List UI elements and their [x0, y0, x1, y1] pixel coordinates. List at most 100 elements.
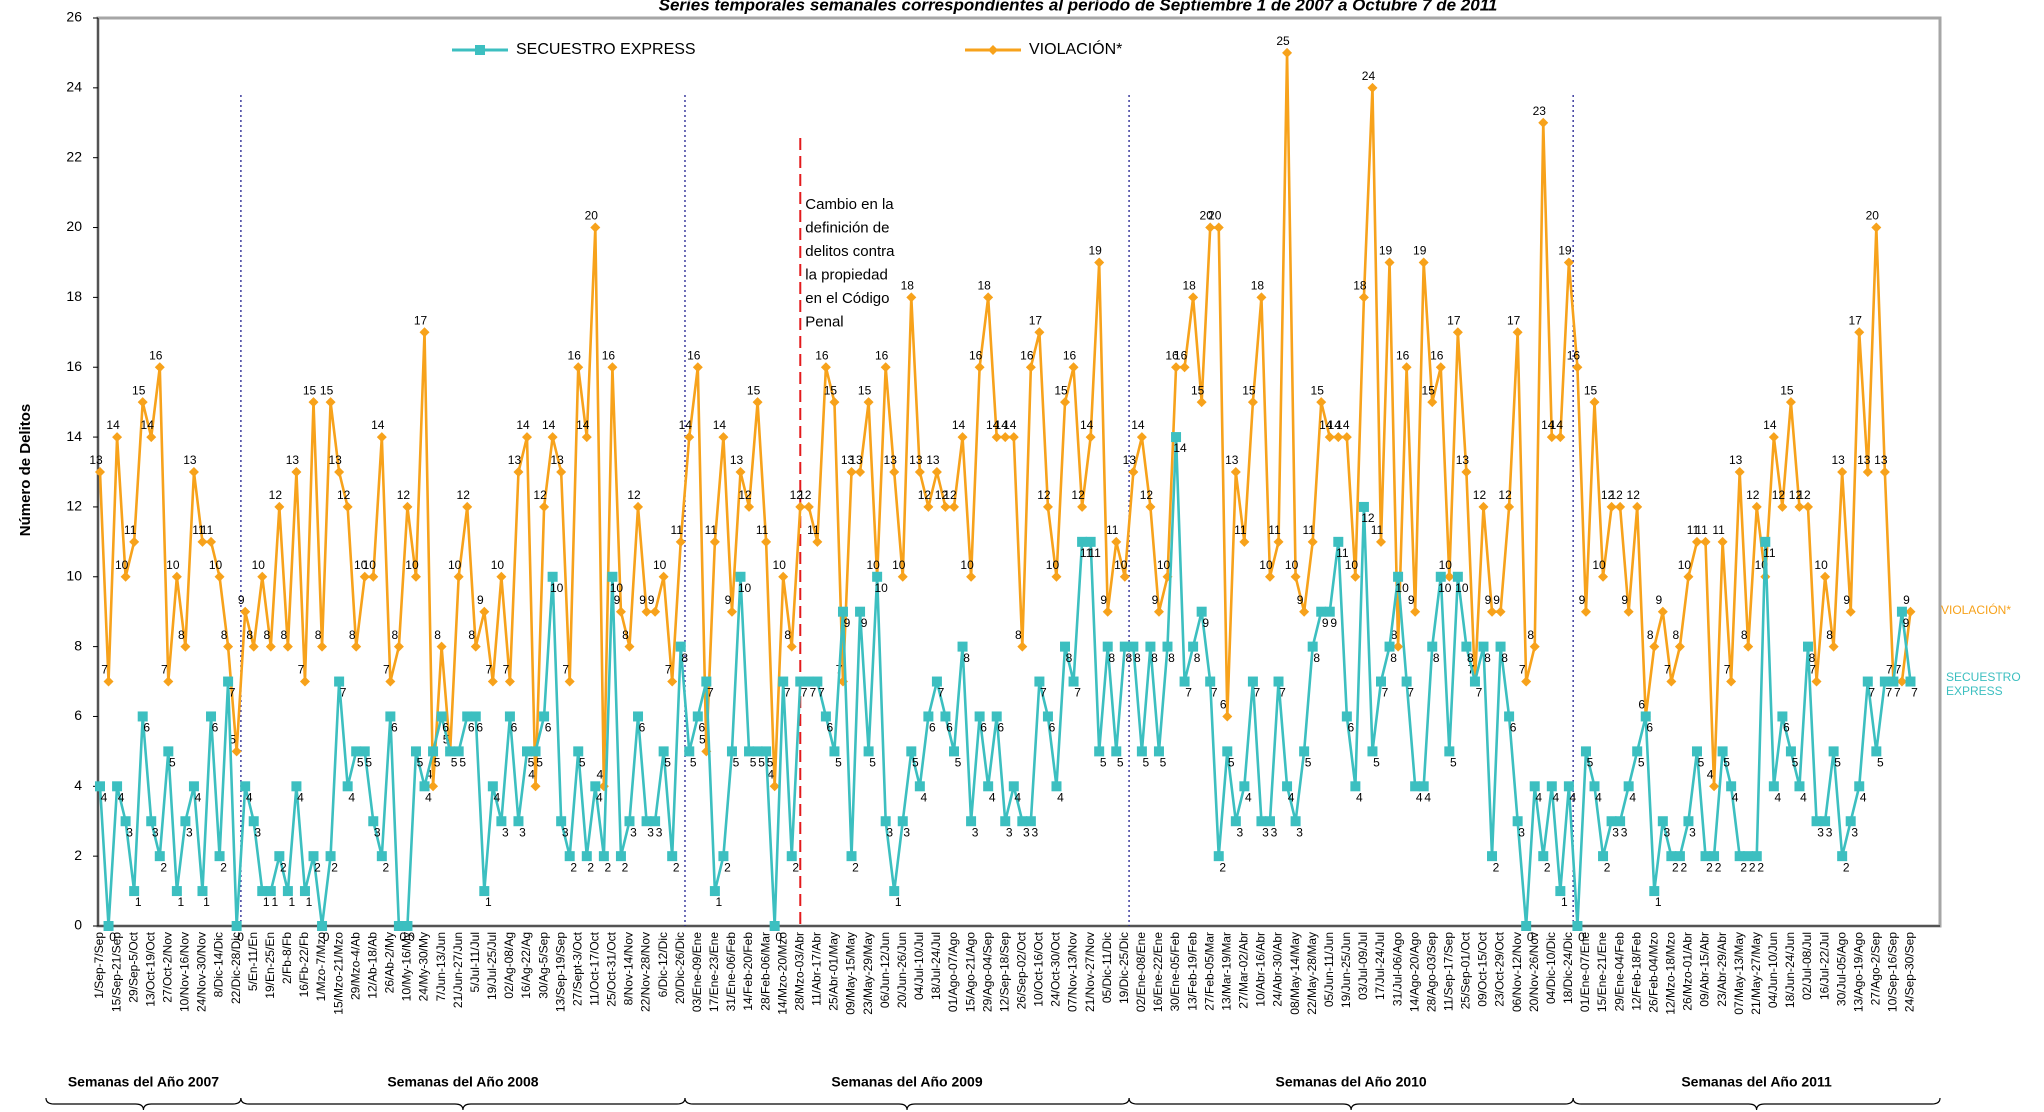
data-point [197, 536, 208, 547]
value-label: 16 [687, 348, 701, 362]
value-label: 8 [1673, 628, 1680, 642]
annotation: Penal [805, 313, 843, 330]
data-point [1649, 886, 1660, 897]
value-label: 14 [1319, 418, 1333, 432]
value-label: 3 [972, 825, 979, 839]
data-point [1367, 82, 1378, 93]
x-tick-label: 23/Abr-29/Abr [1715, 932, 1729, 1007]
data-point [1649, 641, 1660, 652]
data-point [1239, 536, 1250, 547]
data-point [1273, 676, 1284, 687]
value-label: 4 [425, 790, 432, 804]
data-point [1418, 781, 1429, 792]
data-point [308, 851, 319, 862]
year-brace [45, 1097, 242, 1111]
value-label: 7 [1279, 686, 1286, 700]
value-label: 5 [1228, 756, 1235, 770]
data-point [1615, 501, 1626, 512]
value-label: 10 [491, 558, 505, 572]
data-point [197, 886, 208, 897]
value-label: 8 [1125, 651, 1132, 665]
data-point [855, 467, 866, 477]
data-point [658, 571, 669, 582]
data-point [812, 536, 823, 547]
value-label: 3 [1296, 825, 1303, 839]
value-label: 6 [997, 721, 1004, 735]
data-point [1444, 571, 1455, 582]
value-label: 8 [1134, 651, 1141, 665]
data-point [257, 886, 268, 897]
value-label: 1 [306, 895, 313, 909]
value-label: 8 [468, 628, 475, 642]
data-point [1111, 746, 1122, 757]
value-label: 5 [357, 756, 364, 770]
data-point [1247, 676, 1258, 687]
data-point [1393, 571, 1404, 582]
data-point [650, 816, 661, 827]
data-point [1811, 676, 1822, 687]
annotation: definición de [805, 219, 889, 236]
x-tick-label: 18/Jun-24/Jun [1783, 932, 1797, 1008]
x-tick-label: 01/Ago-07/Ago [946, 932, 960, 1012]
data-point [1512, 327, 1523, 338]
data-point [1623, 606, 1634, 617]
value-label: 5 [690, 756, 697, 770]
value-label: 4 [1570, 790, 1577, 804]
data-point [248, 641, 259, 652]
data-point [1358, 501, 1369, 512]
data-point [1905, 606, 1916, 617]
data-point [180, 641, 191, 652]
value-label: 2 [1706, 860, 1713, 874]
data-point [1256, 292, 1267, 303]
value-label: 16 [969, 348, 983, 362]
data-point [231, 746, 242, 757]
value-label: 6 [698, 721, 705, 735]
data-point [889, 886, 900, 897]
data-point [1572, 362, 1583, 373]
data-point [1230, 467, 1241, 477]
value-label: 7 [503, 663, 510, 677]
value-label: 6 [1049, 721, 1056, 735]
value-label: 10 [610, 581, 624, 595]
value-label: 3 [1518, 825, 1525, 839]
value-label: 9 [1297, 593, 1304, 607]
data-point [1845, 606, 1856, 617]
data-point [1060, 641, 1071, 652]
value-label: 7 [161, 663, 168, 677]
data-point [188, 467, 199, 477]
legend-marker [988, 45, 998, 55]
value-label: 8 [1151, 651, 1158, 665]
data-point [624, 641, 635, 652]
value-label: 15 [303, 383, 317, 397]
value-label: 7 [1911, 686, 1918, 700]
value-label: 6 [391, 721, 398, 735]
data-point [530, 746, 541, 757]
year-brace [1572, 1097, 1941, 1111]
data-point [1324, 606, 1335, 617]
value-label: 8 [178, 628, 185, 642]
data-point [1094, 746, 1105, 757]
value-label: 7 [1519, 663, 1526, 677]
value-label: 7 [1886, 663, 1893, 677]
x-tick-label: 11/Abr-17/Abr [810, 932, 824, 1006]
value-label: 15 [1054, 383, 1068, 397]
value-label: 5 [1450, 756, 1457, 770]
data-point [1495, 606, 1506, 617]
value-label: 3 [1023, 825, 1030, 839]
x-tick-label: 03/Jul-09/Jul [1356, 932, 1370, 1000]
year-group-label: Semanas del Año 2008 [387, 1074, 538, 1090]
value-label: 1 [203, 895, 210, 909]
data-point [1316, 397, 1327, 408]
data-point [1905, 676, 1916, 687]
value-label: 20 [1208, 209, 1222, 223]
value-label: 6 [929, 721, 936, 735]
data-point [1598, 851, 1609, 862]
value-label: 8 [963, 651, 970, 665]
data-point [1264, 571, 1275, 582]
data-point [1803, 641, 1813, 652]
value-label: 12 [1609, 488, 1623, 502]
data-point [547, 571, 558, 582]
value-label: 14 [1131, 418, 1145, 432]
x-tick-label: 11/Oct-17/Oct [587, 931, 601, 1005]
data-point [299, 676, 310, 687]
